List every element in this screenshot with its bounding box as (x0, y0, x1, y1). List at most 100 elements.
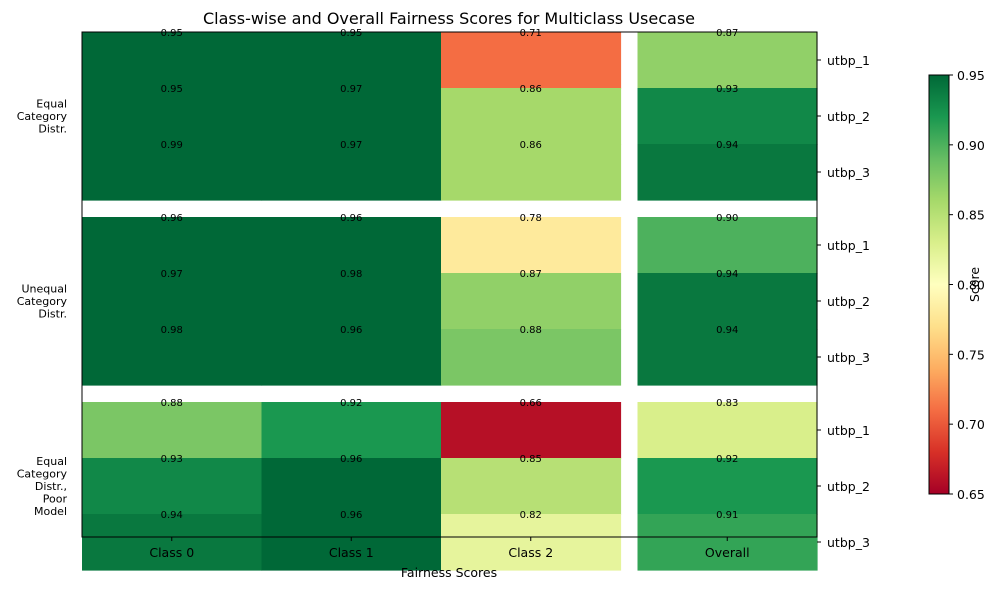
colorbar-tick-label: 0.85 (957, 208, 985, 223)
heatmap-cell (637, 32, 818, 89)
cell-value-label: 0.66 (520, 398, 542, 409)
cell-value-label: 0.96 (340, 325, 362, 336)
cell-value-label: 0.78 (520, 213, 542, 224)
heatmap-cell (441, 458, 622, 515)
heatmap-cell (441, 402, 622, 459)
y-tick-label: utbp_1 (827, 53, 870, 68)
cell-value-label: 0.96 (340, 510, 362, 521)
heatmap-cell (637, 458, 818, 515)
cell-value-label: 0.91 (716, 510, 738, 521)
heatmap-cell (441, 32, 622, 89)
heatmap-cell (82, 329, 263, 386)
heatmap-cell (261, 88, 442, 145)
cell-value-label: 0.97 (340, 84, 362, 95)
cell-value-label: 0.96 (340, 454, 362, 465)
cell-value-label: 0.88 (520, 325, 542, 336)
heatmap-cell (82, 402, 263, 459)
colorbar-tick-label: 0.90 (957, 138, 985, 153)
heatmap-cell (637, 88, 818, 145)
heatmap-cell (637, 514, 818, 571)
cell-value-label: 0.82 (520, 510, 542, 521)
group-label: Unequal Category Distr. (17, 283, 68, 321)
heatmap-cell (82, 217, 263, 274)
cell-value-label: 0.83 (716, 398, 738, 409)
y-tick-label: utbp_2 (827, 109, 870, 124)
heatmap-cell (82, 458, 263, 515)
plot-frame (81, 31, 818, 538)
chart-title: Class-wise and Overall Fairness Scores f… (203, 9, 695, 28)
group-label: Equal Category Distr., Poor Model (17, 455, 68, 518)
y-tick-label: utbp_3 (827, 165, 870, 180)
heatmap-cell (261, 32, 442, 89)
colorbar-gradient (928, 74, 950, 495)
cell-value-label: 0.95 (340, 28, 362, 39)
heatmap-cell (441, 144, 622, 201)
cell-value-label: 0.92 (716, 454, 738, 465)
heatmap-cell (637, 402, 818, 459)
cell-value-label: 0.97 (161, 269, 183, 280)
x-tick-label: Class 0 (149, 545, 194, 560)
cell-value-label: 0.97 (340, 140, 362, 151)
heatmap-cell (261, 458, 442, 515)
cell-value-label: 0.93 (716, 84, 738, 95)
y-tick-label: utbp_3 (827, 350, 870, 365)
cell-value-label: 0.87 (520, 269, 542, 280)
heatmap-cell (637, 144, 818, 201)
colorbar: 0.65 0.70 0.75 0.80 0.85 0.90 0.95 Score (928, 68, 985, 502)
cell-value-label: 0.88 (161, 398, 183, 409)
x-tick-label: Overall (705, 545, 750, 560)
x-tick-label: Class 2 (508, 545, 553, 560)
cell-value-label: 0.99 (161, 140, 183, 151)
group-labels: Equal Category Distr. Unequal Category Distr.… (17, 98, 68, 519)
cell-value-label: 0.86 (520, 140, 542, 151)
colorbar-label: Score (967, 267, 982, 302)
heatmap-cell (261, 273, 442, 330)
y-tick-label: utbp_1 (827, 423, 870, 438)
cell-value-label: 0.87 (716, 28, 738, 39)
heatmap-cells: 0.95 0.95 0.71 0.87 0.95 0.97 0.86 0.93 0.99 0.97… (82, 28, 818, 571)
cell-value-label: 0.98 (340, 269, 362, 280)
colorbar-tick-label: 0.95 (957, 68, 985, 83)
heatmap-cell (82, 32, 263, 89)
y-tick-label: utbp_1 (827, 238, 870, 253)
heatmap-cell (637, 273, 818, 330)
cell-value-label: 0.85 (520, 454, 542, 465)
heatmap-cell (82, 273, 263, 330)
cell-value-label: 0.90 (716, 213, 738, 224)
x-axis-title: Fairness Scores (401, 565, 497, 580)
heatmap-cell (261, 144, 442, 201)
colorbar-tick-label: 0.75 (957, 347, 985, 362)
heatmap-cell (441, 217, 622, 274)
cell-value-label: 0.92 (340, 398, 362, 409)
heatmap-cell (441, 88, 622, 145)
heatmap-cell (441, 273, 622, 330)
x-tick-label: Class 1 (329, 545, 374, 560)
cell-value-label: 0.94 (161, 510, 183, 521)
heatmap-cell (637, 217, 818, 274)
cell-value-label: 0.96 (161, 213, 183, 224)
colorbar-tick-label: 0.65 (957, 487, 985, 502)
cell-value-label: 0.86 (520, 84, 542, 95)
y-axis-ticks: utbp_1utbp_2utbp_3utbp_1utbp_2utbp_3utbp… (817, 53, 870, 550)
heatmap-cell (82, 514, 263, 571)
heatmap-cell (261, 402, 442, 459)
heatmap-cell (637, 329, 818, 386)
y-tick-label: utbp_2 (827, 294, 870, 309)
cell-value-label: 0.96 (340, 213, 362, 224)
heatmap-cell (261, 329, 442, 386)
heatmap-cell (441, 514, 622, 571)
cell-value-label: 0.95 (161, 84, 183, 95)
plot-border (81, 31, 818, 538)
heatmap-cell (441, 329, 622, 386)
cell-value-label: 0.98 (161, 325, 183, 336)
colorbar-tick-label: 0.80 (957, 278, 985, 293)
heatmap-cell (261, 217, 442, 274)
cell-value-label: 0.93 (161, 454, 183, 465)
heatmap-cell (82, 88, 263, 145)
colorbar-tick-label: 0.70 (957, 417, 985, 432)
heatmap-cell (261, 514, 442, 571)
cell-value-label: 0.94 (716, 325, 738, 336)
y-tick-label: utbp_3 (827, 535, 870, 550)
x-axis-ticks: Class 0 Class 1 Class 2 Overall (149, 537, 750, 560)
